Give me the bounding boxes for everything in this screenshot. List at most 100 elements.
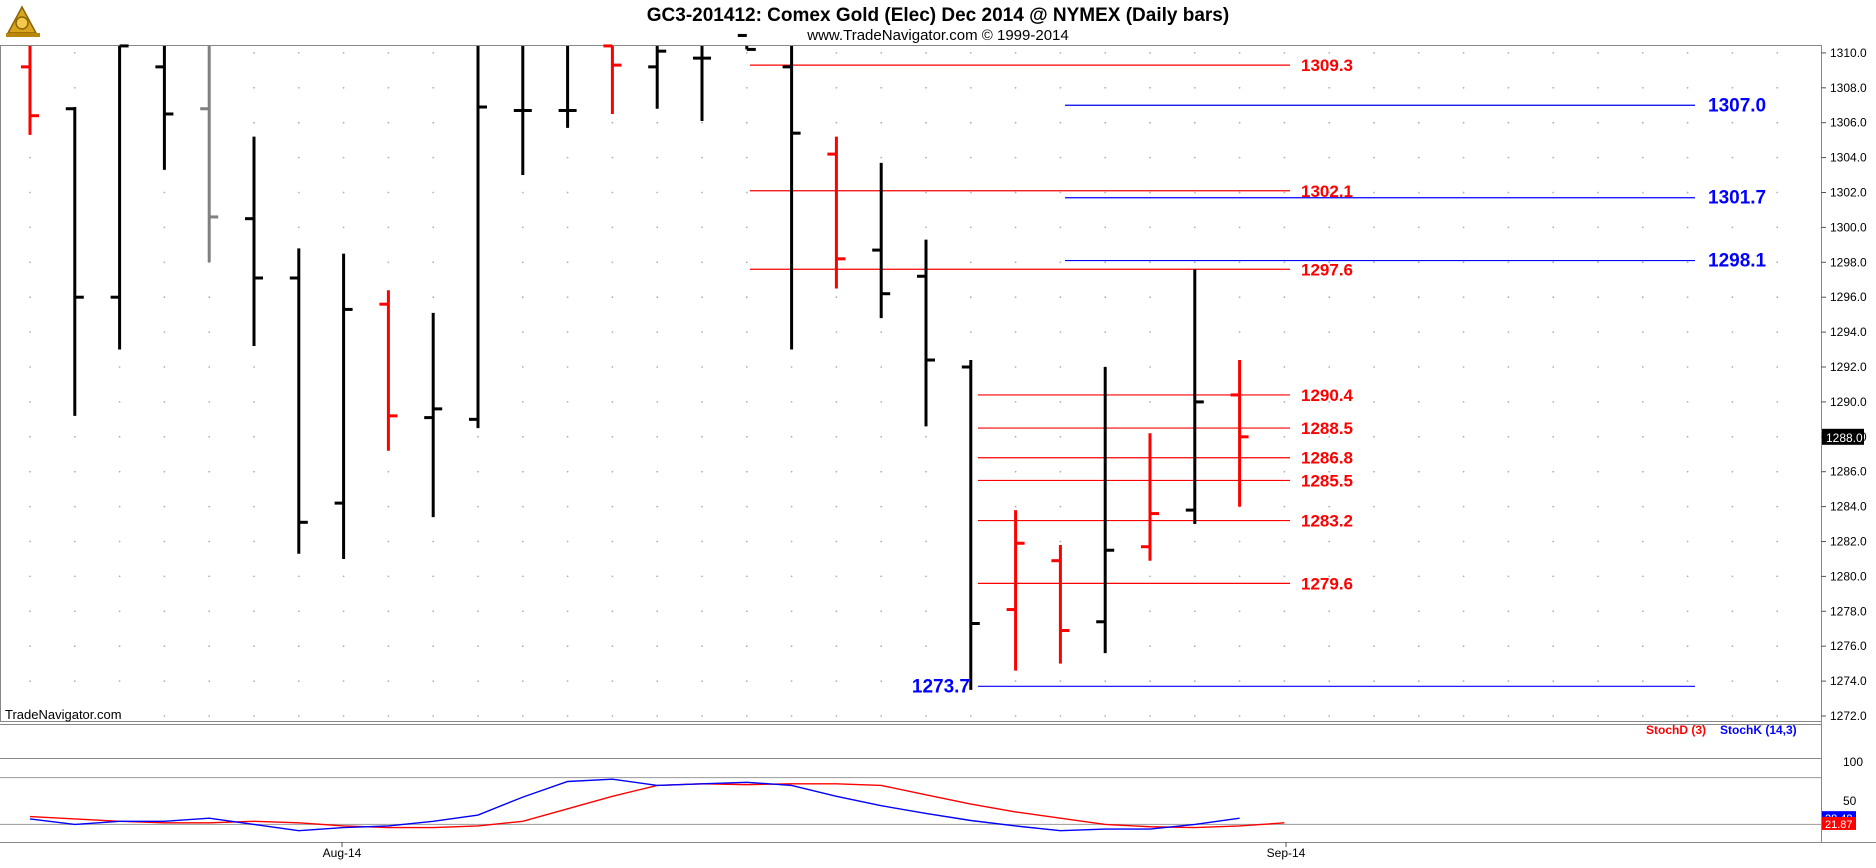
grid-dot [208,470,211,473]
grid-dot [1373,645,1375,648]
grid-dot [297,121,300,124]
grid-dot [745,401,748,403]
grid-dot [656,715,659,717]
level-label: 1283.2 [1301,512,1353,531]
grid-dot [1328,191,1331,194]
grid-dot [790,680,793,682]
grid-dot [925,191,927,194]
grid-dot [1731,52,1734,54]
grid-dot [1686,435,1689,438]
grid-dot [1328,645,1331,648]
grid-dot [1014,52,1017,54]
grid-dot [1328,401,1331,403]
grid-dot [1417,540,1420,543]
grid-dot [656,226,659,229]
grid-dot [342,191,345,194]
grid-dot [925,156,927,159]
grid-dot [1373,715,1375,717]
grid-dot [611,226,614,229]
grid-dot [1283,261,1286,264]
grid-dot [477,645,479,648]
price-tick-label: 1290.0 [1830,395,1867,409]
grid-dot [1283,680,1286,682]
grid-dot [297,715,300,717]
grid-dot [880,401,883,403]
grid-dot [925,610,927,613]
grid-dot [1597,715,1599,717]
grid-dot [342,680,345,682]
grid-dot [1193,86,1196,89]
price-tick-label: 1280.0 [1830,569,1867,583]
grid-dot [1238,645,1241,648]
grid-dot [1686,156,1689,159]
grid-dot [1641,540,1644,543]
grid-dot [566,575,569,578]
grid-dot [790,575,793,578]
grid-dot [1283,401,1286,403]
grid-dot [1238,191,1241,194]
grid-dot [1059,156,1062,159]
grid-dot [745,226,748,229]
grid-dot [1552,645,1555,648]
grid-dot [1104,331,1107,333]
grid-dot [297,645,300,648]
grid-dot [925,680,927,682]
grid-dot [521,715,524,717]
grid-dot [1462,52,1465,54]
grid-dot [208,331,211,333]
grid-dot [118,435,121,438]
grid-dot [118,645,121,648]
grid-dot [1328,261,1331,264]
grid-dot [387,470,390,473]
grid-dot [880,610,883,613]
grid-dot [1686,540,1689,543]
grid-dot [1238,680,1241,682]
grid-dot [1731,296,1734,299]
grid-dot [29,645,31,648]
grid-dot [656,505,659,508]
grid-dot [656,401,659,403]
price-tick-label: 1276.0 [1830,639,1867,653]
grid-dot [521,680,524,682]
grid-dot [880,121,883,124]
grid-dot [253,540,255,543]
grid-dot [835,435,838,438]
grid-dot [73,610,76,613]
grid-dot [1552,296,1555,299]
grid-dot [835,715,838,717]
grid-dot [387,86,390,89]
grid-dot [701,296,703,299]
grid-dot [477,575,479,578]
ohlc-bar [827,136,846,289]
grid-dot [1731,86,1734,89]
grid-dot [566,226,569,229]
grid-dot [342,86,345,89]
grid-dot [432,191,435,194]
grid-dot [387,645,390,648]
grid-dot [1373,261,1375,264]
grid-dot [1328,680,1331,682]
grid-dot [1507,645,1510,648]
grid-dot [297,191,300,194]
grid-dot [1552,505,1555,508]
grid-dot [566,366,569,368]
grid-dot [1507,435,1510,438]
grid-dot [1776,435,1779,438]
grid-dot [1238,296,1241,299]
grid-dot [880,470,883,473]
grid-dot [835,470,838,473]
grid-dot [1238,261,1241,264]
grid-dot [1776,470,1779,473]
grid-dot [701,715,703,717]
grid-dot [1149,401,1151,403]
grid-dot [342,121,345,124]
grid-dot [73,715,76,717]
grid-dot [1328,52,1331,54]
grid-dot [611,645,614,648]
grid-dot [790,715,793,717]
ohlc-bars [21,33,1249,690]
grid-dot [73,540,76,543]
grid-dot [880,680,883,682]
grid-dot [1283,331,1286,333]
